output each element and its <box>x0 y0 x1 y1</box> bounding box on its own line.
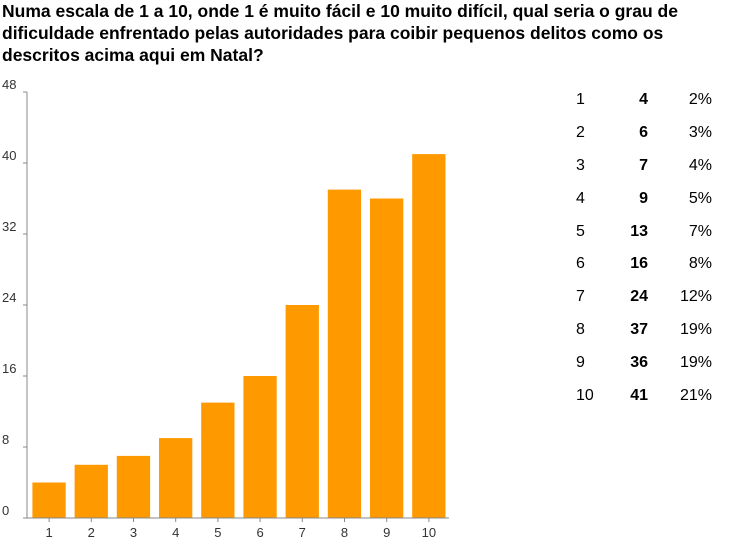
summary-label: 2 <box>576 124 585 142</box>
summary-row: 9 36 19% <box>570 346 712 379</box>
summary-row: 6 16 8% <box>570 248 712 281</box>
y-axis: 0 8 16 24 32 40 48 <box>2 77 27 519</box>
summary-count: 41 <box>630 386 648 404</box>
summary-percent: 21% <box>679 386 712 404</box>
summary-label: 10 <box>576 386 594 404</box>
summary-row: 3 7 4% <box>570 150 712 183</box>
x-tick-label: 4 <box>172 525 179 540</box>
x-tick-label: 5 <box>214 525 221 540</box>
summary-percent: 8% <box>688 255 712 273</box>
y-tick-label: 40 <box>2 148 16 163</box>
summary-count: 13 <box>630 222 648 240</box>
summary-label: 4 <box>576 189 585 207</box>
bar-9 <box>370 198 404 518</box>
bar-10 <box>412 154 446 518</box>
bar-7 <box>285 305 319 518</box>
summary-percent: 12% <box>679 288 712 306</box>
summary-row: 4 9 5% <box>570 182 712 215</box>
summary-label: 8 <box>576 320 585 338</box>
bar-2 <box>74 464 108 519</box>
y-tick-label: 0 <box>2 503 9 518</box>
bar-1 <box>32 482 66 518</box>
summary-percent: 2% <box>688 91 712 109</box>
summary-percent: 7% <box>688 222 712 240</box>
summary-label: 3 <box>576 156 585 174</box>
x-tick-label: 10 <box>422 525 436 540</box>
summary-label: 6 <box>576 255 585 273</box>
bar-3 <box>116 455 151 518</box>
summary-percent: 19% <box>679 353 712 371</box>
summary-label: 7 <box>576 288 585 306</box>
summary-count: 9 <box>639 189 648 207</box>
summary-count: 16 <box>630 255 648 273</box>
bar-chart: 0 8 16 24 32 40 48 1 2 3 4 5 6 7 8 9 10 <box>2 77 449 540</box>
x-tick-label: 3 <box>130 525 137 540</box>
x-tick-label: 9 <box>383 525 390 540</box>
y-tick-label: 24 <box>2 290 16 305</box>
bar-8 <box>327 189 362 518</box>
summary-count: 6 <box>639 124 648 142</box>
x-axis: 1 2 3 4 5 6 7 8 9 10 <box>45 518 436 540</box>
y-tick-label: 8 <box>2 432 9 447</box>
summary-table: 1 4 2% 2 6 3% 3 7 4% 4 9 5% 5 13 7% 6 16 8% 7 24 12% 8 37 19% 9 3… <box>570 84 712 412</box>
summary-row: 5 13 7% <box>570 215 712 248</box>
x-tick-label: 6 <box>256 525 263 540</box>
summary-row: 8 37 19% <box>570 314 712 347</box>
y-tick-label: 48 <box>2 77 16 92</box>
summary-row: 2 6 3% <box>570 117 712 150</box>
summary-count: 7 <box>639 156 648 174</box>
summary-count: 37 <box>630 320 648 338</box>
summary-percent: 4% <box>688 156 712 174</box>
summary-count: 24 <box>630 288 648 306</box>
summary-row: 1 4 2% <box>570 84 712 117</box>
summary-percent: 19% <box>679 320 712 338</box>
summary-label: 1 <box>576 91 585 109</box>
summary-count: 36 <box>630 353 648 371</box>
summary-percent: 3% <box>688 124 712 142</box>
bar-4 <box>159 438 193 518</box>
y-tick-label: 16 <box>2 361 16 376</box>
summary-label: 9 <box>576 353 585 371</box>
summary-row: 7 24 12% <box>570 281 712 314</box>
x-tick-label: 7 <box>299 525 306 540</box>
x-tick-label: 2 <box>88 525 95 540</box>
question-title: Numa escala de 1 a 10, onde 1 é muito fá… <box>2 1 678 65</box>
x-tick-label: 8 <box>341 525 348 540</box>
summary-label: 5 <box>576 222 585 240</box>
summary-row: 10 41 21% <box>570 379 712 412</box>
bar-5 <box>201 402 235 518</box>
bars-group <box>32 154 446 519</box>
bar-6 <box>243 376 277 518</box>
summary-count: 4 <box>639 91 648 109</box>
y-tick-label: 32 <box>2 219 16 234</box>
x-tick-label: 1 <box>45 525 52 540</box>
summary-percent: 5% <box>688 189 712 207</box>
